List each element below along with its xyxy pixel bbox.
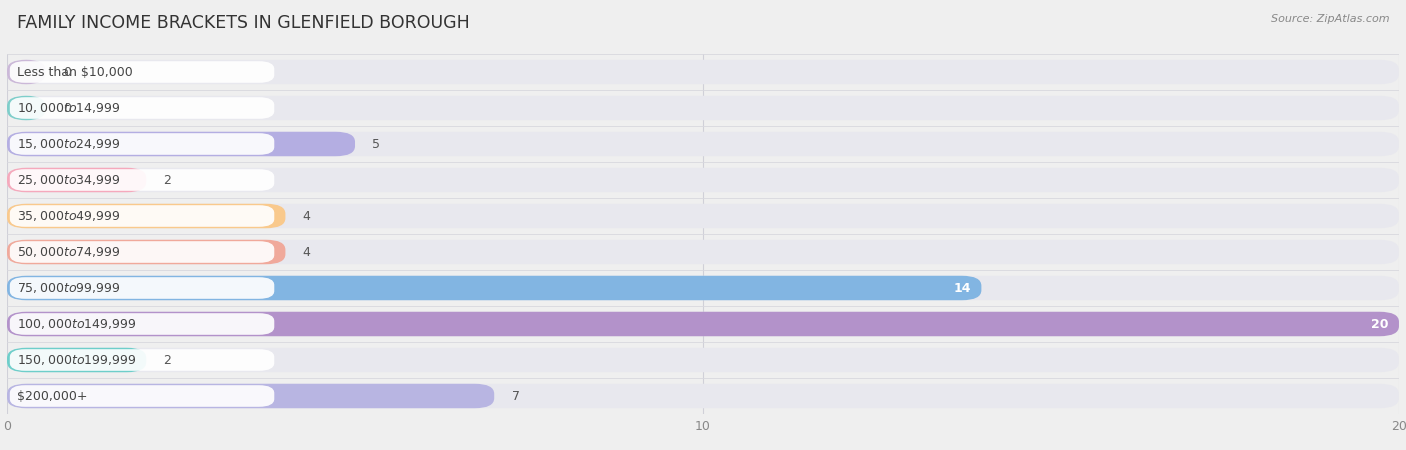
Text: 5: 5 xyxy=(373,138,381,150)
FancyBboxPatch shape xyxy=(10,241,274,263)
FancyBboxPatch shape xyxy=(7,348,1399,372)
FancyBboxPatch shape xyxy=(10,169,274,191)
FancyBboxPatch shape xyxy=(7,276,1399,300)
Text: 20: 20 xyxy=(1371,318,1389,330)
FancyBboxPatch shape xyxy=(10,133,274,155)
FancyBboxPatch shape xyxy=(7,60,45,84)
FancyBboxPatch shape xyxy=(7,96,45,120)
Text: 2: 2 xyxy=(163,174,172,186)
Text: 14: 14 xyxy=(953,282,972,294)
FancyBboxPatch shape xyxy=(7,240,285,264)
FancyBboxPatch shape xyxy=(10,349,274,371)
Text: 0: 0 xyxy=(63,66,70,78)
Text: $150,000 to $199,999: $150,000 to $199,999 xyxy=(17,353,136,367)
FancyBboxPatch shape xyxy=(7,132,1399,156)
FancyBboxPatch shape xyxy=(10,277,274,299)
Text: 4: 4 xyxy=(302,210,311,222)
Text: 2: 2 xyxy=(163,354,172,366)
Text: $75,000 to $99,999: $75,000 to $99,999 xyxy=(17,281,121,295)
FancyBboxPatch shape xyxy=(7,204,1399,228)
FancyBboxPatch shape xyxy=(10,61,274,83)
FancyBboxPatch shape xyxy=(7,384,495,408)
FancyBboxPatch shape xyxy=(10,205,274,227)
Text: $10,000 to $14,999: $10,000 to $14,999 xyxy=(17,101,121,115)
FancyBboxPatch shape xyxy=(7,312,1399,336)
FancyBboxPatch shape xyxy=(10,97,274,119)
Text: $25,000 to $34,999: $25,000 to $34,999 xyxy=(17,173,121,187)
Text: $35,000 to $49,999: $35,000 to $49,999 xyxy=(17,209,121,223)
Text: Less than $10,000: Less than $10,000 xyxy=(17,66,132,78)
FancyBboxPatch shape xyxy=(7,312,1399,336)
Text: $50,000 to $74,999: $50,000 to $74,999 xyxy=(17,245,121,259)
FancyBboxPatch shape xyxy=(7,204,285,228)
FancyBboxPatch shape xyxy=(10,385,274,407)
FancyBboxPatch shape xyxy=(10,313,274,335)
Text: $15,000 to $24,999: $15,000 to $24,999 xyxy=(17,137,121,151)
FancyBboxPatch shape xyxy=(7,132,354,156)
FancyBboxPatch shape xyxy=(7,168,146,192)
FancyBboxPatch shape xyxy=(7,348,146,372)
FancyBboxPatch shape xyxy=(7,96,1399,120)
FancyBboxPatch shape xyxy=(7,276,981,300)
Text: $100,000 to $149,999: $100,000 to $149,999 xyxy=(17,317,136,331)
Text: 7: 7 xyxy=(512,390,520,402)
FancyBboxPatch shape xyxy=(7,168,1399,192)
FancyBboxPatch shape xyxy=(7,240,1399,264)
Text: Source: ZipAtlas.com: Source: ZipAtlas.com xyxy=(1271,14,1389,23)
Text: FAMILY INCOME BRACKETS IN GLENFIELD BOROUGH: FAMILY INCOME BRACKETS IN GLENFIELD BORO… xyxy=(17,14,470,32)
FancyBboxPatch shape xyxy=(7,60,1399,84)
FancyBboxPatch shape xyxy=(7,384,1399,408)
Text: $200,000+: $200,000+ xyxy=(17,390,87,402)
Text: 4: 4 xyxy=(302,246,311,258)
Text: 0: 0 xyxy=(63,102,70,114)
